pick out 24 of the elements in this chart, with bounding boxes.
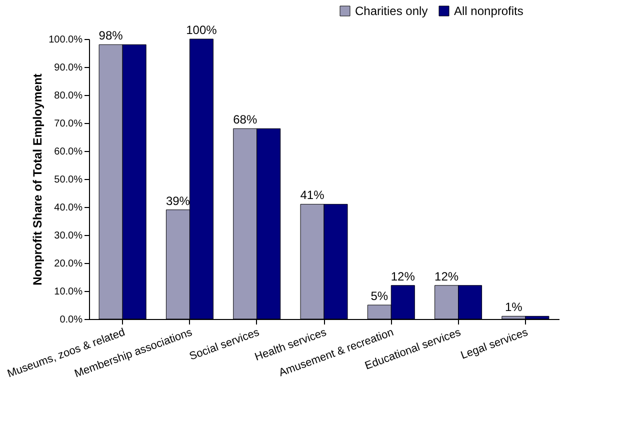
data-label: 5% [370,289,388,303]
data-label: 12% [390,269,416,284]
data-label: 1% [505,300,523,314]
y-tick-label: 10.0% [54,286,83,298]
data-label: 12% [434,269,459,284]
y-tick-label: 40.0% [54,202,83,214]
y-tick-label: 50.0% [54,174,83,186]
legend-label: All nonprofits [454,4,524,18]
y-tick-label: 30.0% [54,230,83,242]
data-label: 41% [300,188,325,202]
y-tick-label: 0.0% [60,314,83,326]
data-label: 100% [186,23,218,37]
y-tick-label: 70.0% [54,118,83,130]
legend-label: Charities only [355,4,428,18]
y-tick-label: 60.0% [54,146,83,158]
y-axis-title: Nonprofit Share of Total Employment [30,74,45,286]
data-label: 68% [233,112,258,127]
data-label: 39% [166,194,190,208]
y-tick-label: 20.0% [54,258,83,270]
y-tick-label: 100.0% [48,34,83,46]
y-tick-label: 80.0% [54,90,83,102]
x-tick-label: Legal services [459,326,530,362]
y-tick-label: 90.0% [54,62,83,74]
data-label: 98% [98,28,124,43]
